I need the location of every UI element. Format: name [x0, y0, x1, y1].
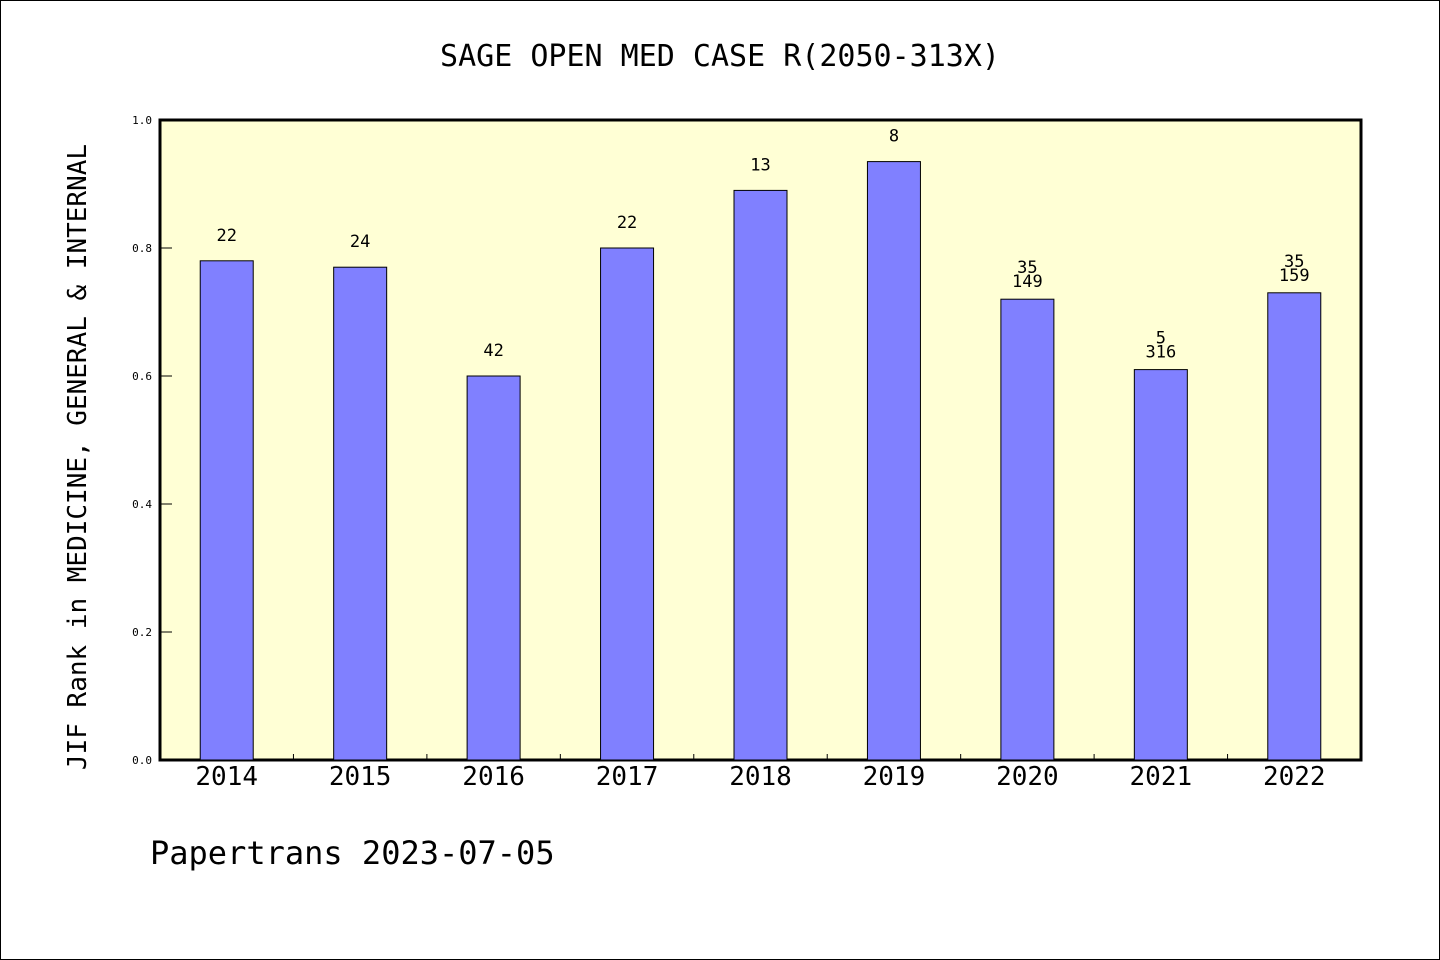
x-tick-label: 2020: [996, 762, 1059, 792]
x-tick-label: 2019: [863, 762, 926, 792]
bar-rank-label: 24: [350, 232, 370, 252]
bar-total-label: 159: [1279, 266, 1310, 286]
x-tick-label: 2015: [329, 762, 392, 792]
bar-rank-label: 8: [889, 127, 899, 147]
bar-rank-label: 42: [483, 341, 503, 361]
bar-2019: [866, 161, 921, 761]
bar-2020: [1000, 298, 1055, 761]
bar-rank-label: 5: [1156, 329, 1166, 349]
x-tick-label: 2022: [1263, 762, 1326, 792]
bar-2017: [600, 247, 655, 761]
bar-total-label: 316: [1145, 343, 1176, 363]
x-tick-label: 2018: [729, 762, 792, 792]
y-tick-label: 0.4: [132, 498, 152, 511]
y-tick-label: 1.0: [132, 114, 152, 127]
bar-rank-label: 22: [216, 226, 236, 246]
y-tick-label: 0.2: [132, 626, 152, 639]
bar-rank-label: 35: [1017, 258, 1037, 278]
bar-2021: [1133, 369, 1188, 761]
x-tick-labels: 2014 2015 2016 2017 2018 2019 2020 2021 2022: [195, 762, 1325, 792]
y-tick-label: 0.6: [132, 370, 152, 383]
bar-2016: [466, 375, 521, 761]
chart-title: SAGE OPEN MED CASE R(2050-313X): [440, 39, 1000, 74]
bar-total-label: 149: [1012, 272, 1043, 292]
x-tick-label: 2014: [195, 762, 258, 792]
bar-rank-label: 13: [750, 155, 770, 175]
bar-rank-label: 35: [1284, 252, 1304, 272]
y-tick-label: 0.0: [132, 754, 152, 767]
bars-group: [199, 161, 1322, 761]
x-tick-label: 2021: [1130, 762, 1193, 792]
bar-2018: [733, 189, 788, 761]
y-axis-label: JIF Rank in MEDICINE, GENERAL & INTERNAL: [63, 144, 93, 770]
y-axis-ticks: 0.0 0.2 0.4 0.6 0.8 1.0: [132, 114, 172, 767]
bar-2022: [1267, 292, 1322, 761]
bar-rank-label: 22: [617, 213, 637, 233]
x-axis-ticks: [292, 754, 1229, 760]
footer-credit: Papertrans 2023-07-05: [150, 834, 555, 872]
x-tick-label: 2017: [596, 762, 659, 792]
bar-2014: [199, 260, 254, 761]
bar-2015: [333, 266, 388, 761]
y-tick-label: 0.8: [132, 242, 152, 255]
x-tick-label: 2016: [462, 762, 525, 792]
